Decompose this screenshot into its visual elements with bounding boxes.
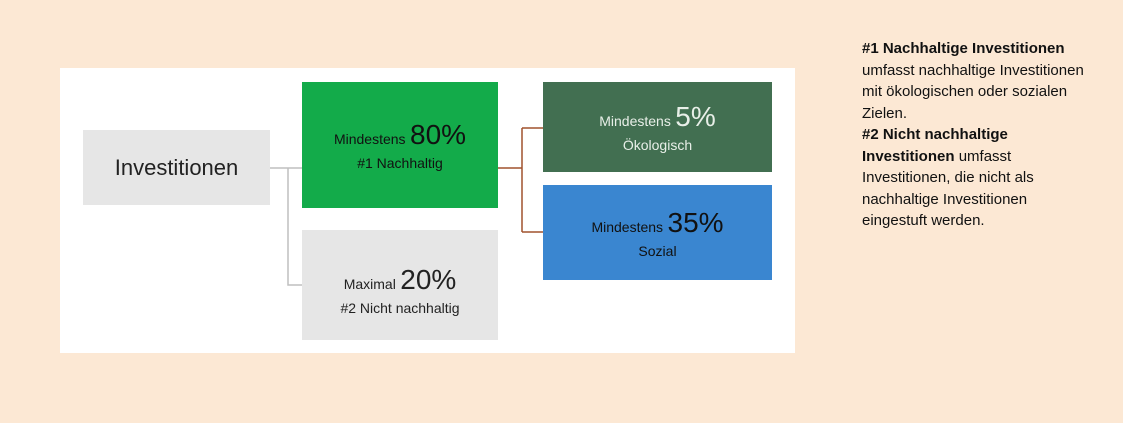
node-prefix: Mindestens <box>591 218 664 235</box>
node: Mindestens 35% Sozial <box>543 185 772 280</box>
node-label: Investitionen <box>114 154 239 180</box>
connector <box>498 127 543 233</box>
node-label: Sozial <box>638 242 677 259</box>
legend: #1 Nachhaltige Investitionen umfasst nach… <box>862 38 1092 232</box>
node-label: Ökologisch <box>622 137 693 153</box>
node-label: #2 Nicht nachhaltig <box>340 300 460 316</box>
legend-text: umfasst nachhaltige Investitionen mit ök… <box>862 61 1084 122</box>
node-label: #1 Nachhaltig <box>357 155 443 171</box>
node: Mindestens 80% #1 Nachhaltig <box>302 82 498 208</box>
legend-text: umfasst Investitionen, die nicht als nac… <box>862 147 1034 230</box>
node-prefix: Mindestens <box>333 131 406 147</box>
node-value: 20% <box>400 264 457 295</box>
node-value: 80% <box>410 119 467 150</box>
node: Maximal 20% #2 Nicht nachhaltig <box>302 230 498 340</box>
legend-entry: #2 Nicht nachhaltige Investitionen umfas… <box>862 124 1092 232</box>
node: Mindestens 5% Ökologisch <box>543 82 772 172</box>
node-value: 35% <box>667 206 724 238</box>
node-value: 5% <box>675 101 716 132</box>
legend-term: #1 Nachhaltige Investitionen <box>862 40 1065 57</box>
node: Investitionen <box>83 130 270 205</box>
legend-term: #2 Nicht nachhaltige Investitionen <box>862 126 1008 165</box>
node-prefix: Mindestens <box>599 113 671 129</box>
legend-entry: #1 Nachhaltige Investitionen umfasst nach… <box>862 38 1092 124</box>
connector <box>270 167 302 286</box>
node-prefix: Maximal <box>343 276 396 292</box>
